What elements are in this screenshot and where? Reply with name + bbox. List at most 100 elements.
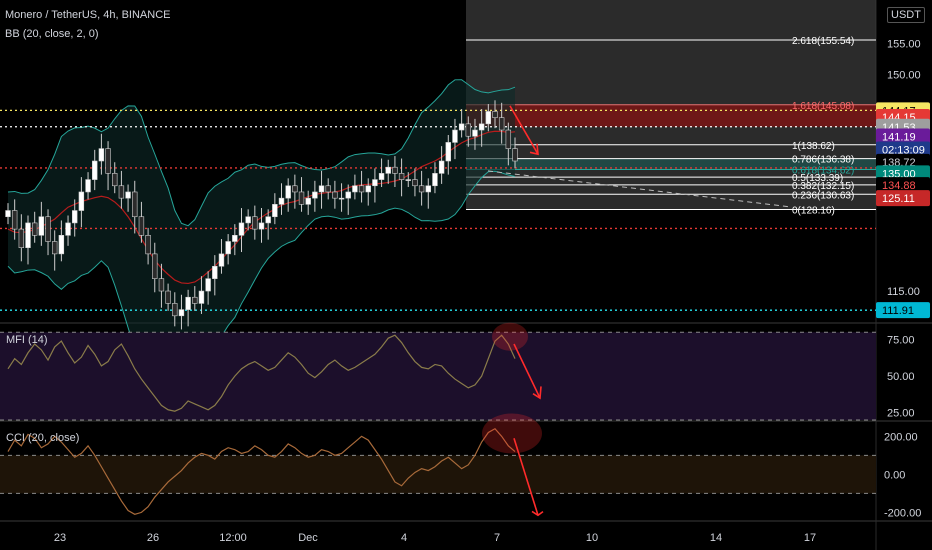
cci-axis-tick: -200.00 <box>884 507 921 519</box>
candle-body <box>92 160 98 180</box>
candle-body <box>392 166 398 174</box>
candle-body <box>258 222 265 230</box>
candle-body <box>285 185 291 199</box>
mfi-down-arrow <box>513 343 541 399</box>
candle-body <box>452 129 458 143</box>
candle-body <box>272 204 278 218</box>
symbol-title[interactable]: Monero / TetherUS, 4h, BINANCE <box>5 9 171 21</box>
trend-line <box>487 170 791 208</box>
price-axis-tick: 155.00 <box>887 38 921 50</box>
candle-body <box>172 303 178 317</box>
candle-body <box>238 222 245 236</box>
cci-panel[interactable]: CCI (20, close) <box>0 413 876 517</box>
candle-body <box>338 197 345 200</box>
cci-line <box>7 427 516 515</box>
candle-body <box>185 296 191 310</box>
mfi-band-fill <box>0 332 876 420</box>
x-axis-tick: 23 <box>54 532 66 544</box>
x-axis-tick: 10 <box>586 532 598 544</box>
fib-level-label: 1.618(145.08) <box>792 101 854 112</box>
candle-body <box>298 191 305 205</box>
x-axis-tick: 17 <box>804 532 816 544</box>
price-label-bg <box>876 302 930 319</box>
candle-body <box>305 197 311 205</box>
cci-title: CCI (20, close) <box>6 432 79 444</box>
candle-body <box>445 142 451 162</box>
price-label: 111.91 <box>882 305 914 317</box>
x-axis-tick: Dec <box>298 532 318 544</box>
candle-body <box>72 210 78 224</box>
cci-axis-tick: 200.00 <box>884 431 918 443</box>
price-label: 125.11 <box>882 193 915 205</box>
fib-red-zone <box>466 104 876 127</box>
candle-body <box>125 191 131 199</box>
mfi-title: MFI (14) <box>6 334 48 346</box>
bb-indicator-label[interactable]: BB (20, close, 2, 0) <box>5 28 99 40</box>
price-label-bg <box>876 128 930 145</box>
arrow-head <box>532 386 542 400</box>
mfi-panel[interactable]: MFI (14) <box>0 322 876 421</box>
mfi-axis-tick: 25.00 <box>887 408 915 420</box>
fib-level-label: 0(128.16) <box>792 206 835 217</box>
candle-body <box>405 179 411 181</box>
price-label-bg <box>876 141 930 158</box>
candle-body <box>245 216 251 224</box>
candle-body <box>178 309 185 317</box>
fib-level-label: 0.618(134.62) <box>792 166 854 177</box>
price-label: 134.88 <box>882 180 916 192</box>
mfi-axis-tick: 75.00 <box>887 335 915 347</box>
candle-body <box>5 210 11 218</box>
cci-down-arrow <box>513 437 539 516</box>
fib-level-label: 1(138.62) <box>792 141 835 152</box>
candle-body <box>78 191 85 211</box>
x-axis-tick: 14 <box>710 532 722 544</box>
candle-body <box>232 235 238 242</box>
candle-body <box>378 173 385 180</box>
cci-band-fill <box>0 455 876 494</box>
candle-body <box>105 148 111 174</box>
candle-body <box>198 290 205 304</box>
price-label-bg <box>876 177 930 194</box>
candle-body <box>212 265 218 279</box>
candle-body <box>478 123 485 131</box>
x-axis: 23 26 12:00 Dec 4 7 10 14 17 <box>54 532 816 544</box>
candle-body <box>31 222 38 236</box>
candle-body <box>292 185 298 193</box>
cci-axis-tick: 0.00 <box>884 469 905 481</box>
candle-body <box>98 148 105 162</box>
x-axis-tick: 7 <box>494 532 500 544</box>
candle-body <box>225 241 231 255</box>
candle-body <box>85 179 91 193</box>
currency-badge[interactable]: USDT <box>887 7 925 23</box>
candle-body <box>318 185 325 193</box>
candle-body <box>265 216 271 224</box>
candle-body <box>165 290 171 304</box>
candle-body <box>65 222 71 236</box>
candle-body <box>152 253 158 279</box>
price-axis-tick: 115.00 <box>887 286 920 298</box>
candle-body <box>18 228 25 248</box>
x-axis-tick: 26 <box>147 532 159 544</box>
candle-body <box>332 191 338 199</box>
candle-body <box>438 160 445 174</box>
candle-body <box>465 123 472 137</box>
candle-body <box>345 191 351 199</box>
candle-body <box>138 216 145 236</box>
bb-upper-band <box>7 79 516 227</box>
candle-body <box>425 185 431 193</box>
candle-body <box>132 191 138 218</box>
candle-body <box>458 123 465 131</box>
x-axis-tick: 4 <box>401 532 407 544</box>
candle-body <box>58 235 65 255</box>
candle-body <box>512 148 518 162</box>
candle-body <box>145 235 151 255</box>
mfi-line <box>7 334 516 412</box>
x-axis-tick: 12:00 <box>219 532 247 544</box>
candle-body <box>398 173 405 180</box>
fib-level-label: 0.382(132.15) <box>792 181 854 192</box>
price-label: 141.19 <box>882 132 916 144</box>
price-label-bg <box>876 190 930 207</box>
price-axis[interactable]: 115.00150.00155.00144.17144.15141.53141.… <box>876 38 930 519</box>
